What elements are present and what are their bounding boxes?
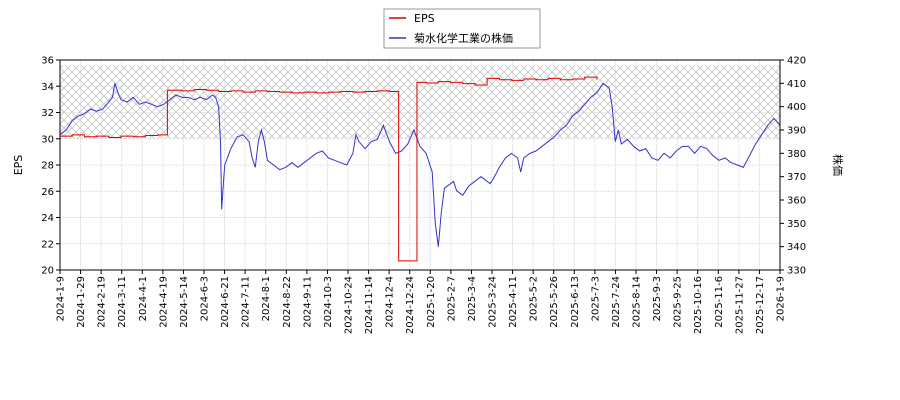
right-tick-label: 370	[787, 172, 806, 183]
x-tick-label: 2025-7-3	[590, 276, 601, 321]
legend-label-eps: EPS	[414, 12, 435, 25]
left-axis-ticks: 20 22 24 26 28 30 32 34 36	[41, 56, 60, 277]
x-tick-label: 2025-11-27	[734, 276, 745, 334]
x-tick-label: 2024-4-1	[138, 276, 149, 321]
x-tick-label: 2025-1-20	[426, 276, 437, 328]
right-tick-label: 420	[787, 56, 806, 67]
x-tick-label: 2024-2-19	[97, 276, 108, 328]
x-tick-label: 2025-2-7	[446, 276, 457, 321]
x-tick-label: 2025-5-26	[549, 276, 560, 328]
right-tick-label: 340	[787, 242, 806, 253]
right-axis-label: 株価	[831, 154, 845, 176]
left-tick-label: 32	[41, 108, 54, 119]
x-tick-label: 2024-5-14	[179, 276, 190, 328]
left-tick-label: 22	[41, 239, 54, 250]
eps-line	[60, 76, 598, 262]
x-tick-label: 2025-3-24	[488, 276, 499, 328]
x-axis-ticks: 2024-1-9 2024-1-29 2024-2-19 2024-3-11 2024-…	[56, 270, 787, 334]
left-tick-label: 30	[41, 134, 54, 145]
x-tick-label: 2025-3-4	[467, 276, 478, 321]
x-tick-label: 2024-4-19	[158, 276, 169, 328]
x-tick-label: 2025-5-2	[529, 276, 540, 321]
x-tick-label: 2025-12-17	[755, 276, 766, 334]
right-tick-label: 360	[787, 196, 806, 207]
x-tick-label: 2024-10-24	[344, 276, 355, 334]
x-tick-label: 2025-6-13	[570, 276, 581, 328]
x-tick-label: 2024-6-21	[220, 276, 231, 328]
x-tick-label: 2025-8-14	[632, 276, 643, 328]
x-tick-label: 2025-11-6	[714, 276, 725, 328]
x-tick-label: 2024-1-29	[76, 276, 87, 328]
left-tick-label: 24	[41, 213, 54, 224]
x-tick-label: 2025-9-3	[652, 276, 663, 321]
x-tick-label: 2024-8-22	[282, 276, 293, 328]
x-tick-label: 2024-6-3	[200, 276, 211, 321]
left-tick-label: 36	[41, 56, 54, 67]
right-tick-label: 380	[787, 149, 806, 160]
x-tick-label: 2024-9-11	[302, 276, 313, 328]
right-tick-label: 350	[787, 219, 806, 230]
left-tick-label: 26	[41, 187, 54, 198]
left-axis-label: EPS	[12, 155, 25, 176]
right-tick-label: 400	[787, 102, 806, 113]
right-tick-label: 390	[787, 126, 806, 137]
x-tick-label: 2025-4-11	[508, 276, 519, 328]
x-tick-label: 2024-10-3	[323, 276, 334, 328]
x-tick-label: 2024-12-24	[405, 276, 416, 334]
left-tick-label: 28	[41, 161, 54, 172]
x-tick-label: 2024-7-11	[241, 276, 252, 328]
x-tick-label: 2024-12-4	[385, 276, 396, 328]
left-tick-label: 20	[41, 266, 54, 277]
right-tick-label: 410	[787, 79, 806, 90]
stock-price-line	[60, 82, 780, 247]
right-axis-ticks: 330 340 350 360 370 380 390 400 410 420	[780, 56, 806, 277]
legend: EPS 菊水化学工業の株価	[383, 8, 541, 49]
right-tick-label: 330	[787, 266, 806, 277]
left-tick-label: 34	[41, 82, 54, 93]
x-tick-label: 2024-3-11	[117, 276, 128, 328]
x-tick-label: 2025-10-16	[693, 276, 704, 334]
x-tick-label: 2025-9-25	[673, 276, 684, 328]
x-tick-label: 2024-8-1	[261, 276, 272, 321]
legend-box	[383, 8, 541, 49]
x-tick-label: 2026-1-9	[776, 276, 787, 321]
x-tick-label: 2024-11-14	[364, 276, 375, 334]
legend-label-price: 菊水化学工業の株価	[414, 31, 513, 45]
x-tick-label: 2025-7-24	[611, 276, 622, 328]
hatch-band	[60, 65, 780, 139]
x-tick-label: 2024-1-9	[56, 276, 67, 321]
